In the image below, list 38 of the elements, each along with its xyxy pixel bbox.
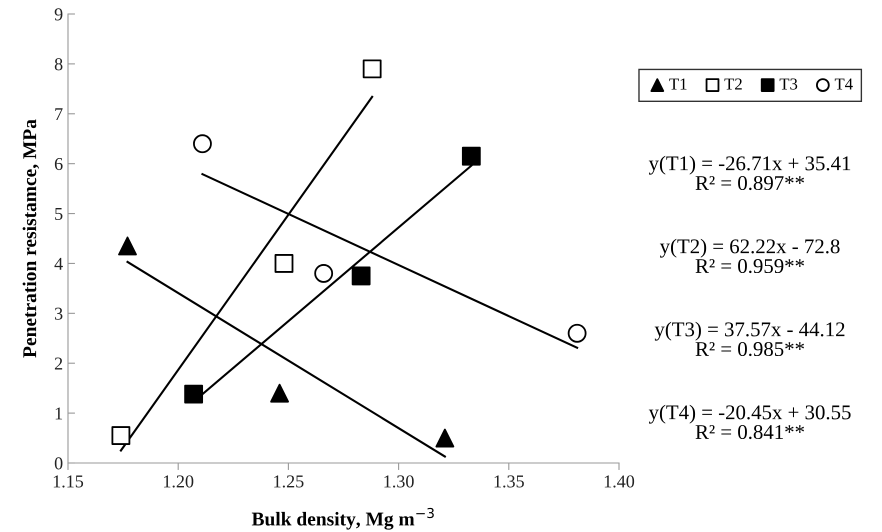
point — [568, 324, 587, 343]
legend-label: T4 — [834, 78, 853, 90]
point — [314, 264, 334, 283]
legend-label: T3 — [780, 78, 798, 90]
y-tick-label: 4 — [54, 258, 63, 270]
x-tick-label: 1.20 — [164, 475, 194, 488]
point — [184, 384, 204, 404]
y-tick-label: 9 — [54, 8, 62, 20]
x-tick-label: 1.35 — [494, 475, 524, 488]
y-tick-label: 6 — [54, 158, 63, 170]
y-tick-label: 7 — [55, 108, 63, 120]
x-tick-label: 1.30 — [384, 475, 414, 488]
text: y(T3) = 37.57x - 44.12 R² = 0.985** — [654, 322, 844, 356]
text: y(T4) = -20.45x + 30.55 R² = 0.841** — [648, 404, 851, 440]
y-tick-label: 2 — [54, 358, 62, 370]
point — [111, 426, 130, 445]
point — [274, 254, 294, 273]
text: y(T1) = -26.71x + 35.41 R² = 0.897** — [648, 156, 850, 190]
y-tick-label: 8 — [54, 58, 62, 70]
point — [270, 384, 289, 403]
y-axis-title: Penetration resistamce, MPa — [22, 119, 40, 358]
y-tick-label: 3 — [54, 308, 62, 320]
x-tick-label: 1.15 — [54, 475, 84, 488]
legend-label: T2 — [724, 78, 742, 90]
point — [435, 428, 454, 448]
point — [462, 146, 481, 166]
point — [352, 266, 371, 286]
y-tick-label: 1 — [56, 407, 62, 420]
x-axis-title: Bulk density, Mg m$^{−3}$ — [252, 508, 434, 530]
x-tick-label: 1.40 — [604, 475, 634, 488]
legend-label: T1 — [669, 78, 686, 90]
y-tick-label: 0 — [54, 457, 62, 470]
text: y(T2) = 62.22x - 72.8 R² = 0.959** — [660, 238, 840, 274]
y-tick-label: 5 — [55, 208, 62, 220]
x-tick-label: 1.25 — [274, 475, 304, 488]
point — [193, 134, 212, 154]
point — [118, 236, 137, 256]
point — [362, 59, 382, 78]
